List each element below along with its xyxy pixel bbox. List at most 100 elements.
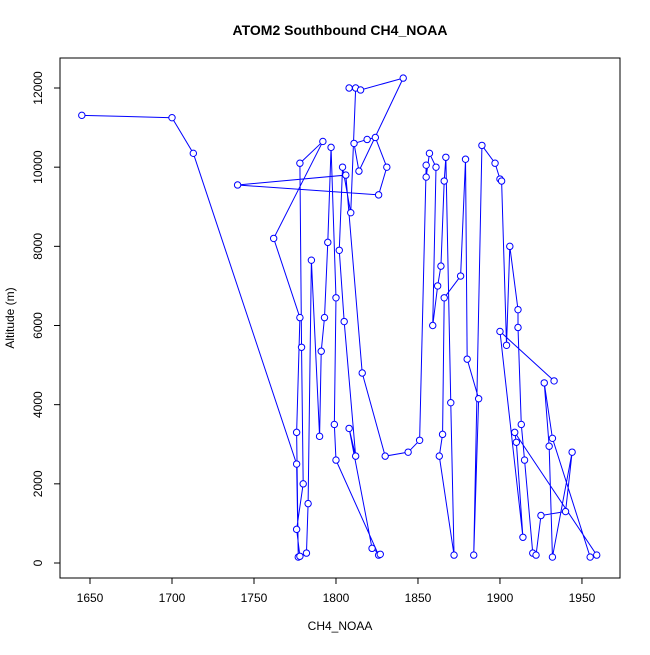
data-point: [399, 74, 407, 82]
x-tick-label: 1650: [77, 591, 104, 605]
data-point: [520, 456, 529, 464]
y-tick-label: 4000: [31, 391, 45, 418]
data-point: [450, 551, 458, 559]
data-point: [351, 452, 360, 460]
data-point: [550, 377, 558, 385]
data-point: [497, 177, 506, 185]
data-point: [463, 355, 471, 363]
data-line: [81, 77, 598, 558]
data-point: [363, 135, 371, 144]
x-tick-label: 1800: [323, 591, 350, 605]
data-point: [304, 499, 312, 508]
y-tick-label: 10000: [31, 150, 45, 184]
data-point: [338, 163, 347, 171]
data-point: [514, 323, 522, 332]
data-point: [342, 171, 350, 179]
data-point: [447, 398, 455, 407]
data-point: [296, 552, 304, 560]
y-tick-label: 0: [31, 559, 45, 566]
data-point: [440, 177, 448, 185]
data-point: [438, 430, 447, 439]
data-point: [189, 149, 198, 158]
data-point: [474, 395, 483, 403]
y-tick-label: 6000: [31, 312, 45, 339]
data-point: [422, 173, 430, 181]
data-point: [168, 113, 176, 122]
y-tick-label: 8000: [31, 233, 45, 260]
data-point: [78, 111, 86, 120]
data-point: [292, 460, 301, 468]
data-point: [376, 550, 384, 558]
data-point: [478, 141, 486, 150]
data-point: [335, 246, 343, 254]
data-point: [404, 448, 412, 456]
data-point: [537, 511, 545, 520]
data-point: [514, 305, 522, 314]
data-point: [317, 347, 325, 355]
x-tick-label: 1950: [569, 591, 596, 605]
data-point: [491, 159, 499, 167]
data-point: [422, 161, 430, 169]
data-point: [440, 294, 448, 302]
data-point: [269, 234, 278, 243]
data-point: [320, 313, 329, 322]
data-point: [299, 480, 307, 488]
data-point: [432, 163, 440, 171]
data-point: [545, 442, 553, 450]
data-point: [332, 456, 340, 464]
data-point: [340, 317, 348, 326]
data-point: [512, 438, 521, 446]
data-point: [371, 133, 380, 142]
data-point: [358, 369, 366, 377]
data-point: [461, 155, 470, 163]
data-point: [442, 153, 450, 161]
data-point: [330, 420, 339, 429]
plot-frame: [59, 57, 621, 579]
data-point: [433, 282, 442, 290]
data-point: [383, 163, 391, 171]
data-point: [532, 551, 540, 559]
data-point: [345, 424, 353, 433]
y-axis-label: Altitude (m): [3, 287, 17, 348]
data-point: [296, 313, 304, 322]
data-point: [368, 544, 376, 553]
data-point: [327, 143, 335, 152]
data-point: [307, 256, 316, 264]
data-point: [350, 139, 358, 148]
data-point: [233, 181, 242, 189]
chart-title: ATOM2 Southbound CH4_NOAA: [233, 22, 448, 38]
data-point: [561, 507, 570, 516]
data-point: [506, 242, 514, 251]
data-point: [586, 553, 594, 561]
data-point: [381, 452, 389, 460]
x-axis-label: CH4_NOAA: [308, 619, 373, 633]
data-point: [374, 191, 383, 199]
data-point: [347, 208, 355, 217]
x-tick-label: 1750: [241, 591, 268, 605]
data-point: [324, 238, 332, 247]
y-tick-label: 2000: [31, 470, 45, 497]
data-point: [548, 553, 557, 561]
data-point: [356, 86, 365, 94]
data-point: [297, 343, 306, 351]
data-point: [315, 432, 324, 441]
data-point: [540, 379, 548, 387]
data-point: [519, 533, 527, 541]
data-point: [435, 452, 443, 460]
data-point: [517, 420, 525, 429]
data-point: [292, 525, 301, 534]
x-tick-label: 1900: [487, 591, 514, 605]
data-point: [437, 262, 445, 270]
y-tick-label: 12000: [31, 71, 45, 105]
data-point: [345, 84, 353, 92]
data-point: [502, 341, 511, 349]
data-point: [511, 428, 519, 437]
data-point: [292, 428, 301, 437]
data-point: [593, 551, 601, 559]
data-point: [319, 137, 327, 146]
data-point: [415, 436, 424, 444]
data-point: [456, 272, 465, 280]
data-point: [302, 549, 311, 557]
x-tick-label: 1700: [159, 591, 186, 605]
